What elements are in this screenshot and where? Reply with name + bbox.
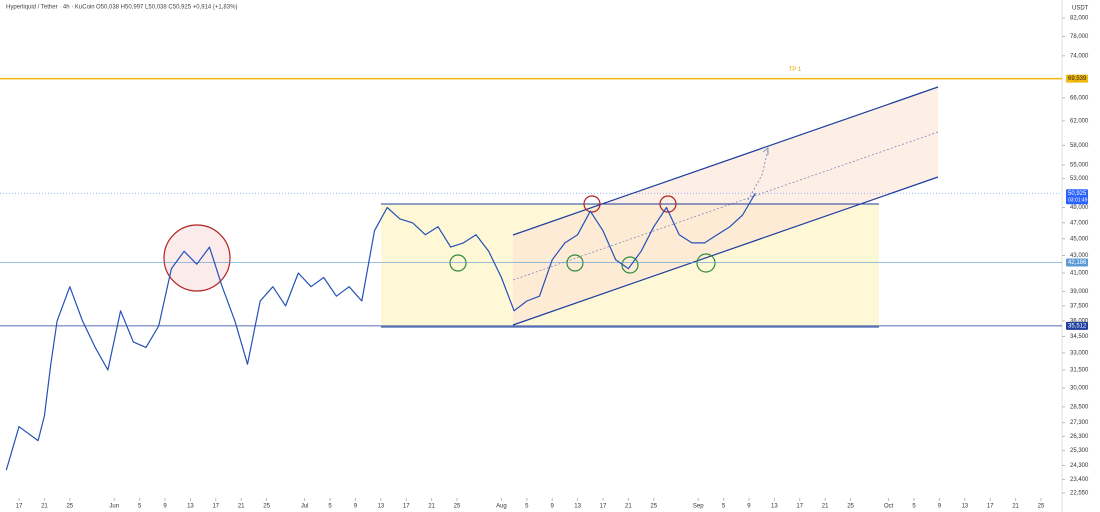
x-tick-label: Jul (301, 504, 309, 510)
channel-upper (512, 86, 939, 236)
y-tick-label: 30,000 (1070, 386, 1089, 392)
price-tag-label: 50,925 (1068, 191, 1087, 197)
x-tick-label: 9 (354, 504, 358, 510)
x-tick-label: 13 (377, 504, 384, 510)
top-circle (583, 195, 601, 213)
y-tick-label: 82,000 (1070, 16, 1089, 22)
x-tick-label: 5 (912, 504, 916, 510)
y-tick-label: 55,000 (1070, 163, 1089, 169)
x-tick-label: 25 (66, 504, 73, 510)
y-tick-label: 39,000 (1070, 289, 1089, 295)
price-tag (1066, 189, 1088, 205)
price-tag (1066, 321, 1088, 330)
drawings (163, 86, 939, 328)
y-tick-label: 36,000 (1070, 318, 1089, 324)
x-tick-label: 21 (1012, 504, 1019, 510)
y-tick-label: 24,300 (1070, 463, 1089, 469)
channel-mid (512, 131, 939, 281)
x-tick-label: 17 (987, 504, 994, 510)
channel-lower (512, 176, 939, 326)
x-tick-label: 21 (625, 504, 632, 510)
price-tag-label: 69,539 (1068, 76, 1087, 82)
x-tick-label: 25 (1038, 504, 1045, 510)
bottom-circle (449, 254, 467, 272)
x-tick-label: 13 (187, 504, 194, 510)
highlight-circle (163, 224, 231, 292)
y-tick-label: 37,500 (1070, 303, 1089, 309)
x-tick-label: 9 (551, 504, 555, 510)
unit-label: USDT (1072, 6, 1089, 12)
x-tick-label: Oct (884, 504, 894, 510)
x-tick-label: 13 (961, 504, 968, 510)
x-tick-label: Jun (109, 504, 119, 510)
y-tick-label: 26,300 (1070, 434, 1089, 440)
x-tick-label: 9 (163, 504, 167, 510)
x-tick-label: 17 (403, 504, 410, 510)
x-tick-label: 21 (41, 504, 48, 510)
x-tick-label: 17 (600, 504, 607, 510)
y-tick-label: 47,000 (1070, 220, 1089, 226)
y-tick-label: 74,000 (1070, 53, 1089, 59)
price-tag-label: 35,512 (1068, 323, 1087, 329)
arrow-head (762, 147, 769, 155)
price-line-series (5, 192, 756, 471)
y-tick-label: 22,550 (1070, 491, 1089, 497)
y-tick-label: 45,000 (1070, 236, 1089, 242)
y-tick-label: 62,000 (1070, 118, 1089, 124)
x-tick-label: 5 (138, 504, 142, 510)
symbol: Hyperliquid / Tether · 4h · KuCoin (6, 5, 95, 11)
bottom-circle (696, 253, 716, 273)
x-tick-label: 21 (428, 504, 435, 510)
projection-arrow (747, 149, 769, 201)
x-tick-label: 13 (771, 504, 778, 510)
y-tick-label: 33,000 (1070, 350, 1089, 356)
y-tick-label: 49,000 (1070, 205, 1089, 211)
y-tick-label: 25,300 (1070, 448, 1089, 454)
ohlc: O50,038 H50,997 L50,038 C50,925 +0,914 (… (96, 5, 237, 11)
x-tick-label: 9 (747, 504, 751, 510)
x-tick-label: 5 (328, 504, 332, 510)
x-tick-label: 17 (16, 504, 23, 510)
price-tag (1066, 74, 1088, 83)
y-tick-label: 58,000 (1070, 143, 1089, 149)
y-tick-label: 31,500 (1070, 368, 1089, 374)
x-tick-label: 21 (822, 504, 829, 510)
y-tick-label: 66,000 (1070, 95, 1089, 101)
price-tag-label: 42,186 (1068, 260, 1087, 266)
x-tick-label: 25 (847, 504, 854, 510)
y-tick-label: 27,300 (1070, 420, 1089, 426)
x-tick-label: 17 (796, 504, 803, 510)
x-tick-label: 21 (238, 504, 245, 510)
y-tick-label: 78,000 (1070, 34, 1089, 40)
x-tick-label: Aug (496, 504, 507, 510)
x-tick-label: 9 (938, 504, 942, 510)
x-tick-label: 25 (454, 504, 461, 510)
x-tick-label: 13 (574, 504, 581, 510)
x-tick-label: 5 (722, 504, 726, 510)
y-tick-label: 28,500 (1070, 404, 1089, 410)
y-tick-label: 43,000 (1070, 253, 1089, 259)
countdown: 03:01:49 (1068, 198, 1088, 204)
y-tick-label: 23,400 (1070, 477, 1089, 483)
x-tick-label: 5 (525, 504, 529, 510)
x-tick-label: 17 (212, 504, 219, 510)
price-tag (1066, 258, 1088, 267)
y-tick-label: 53,000 (1070, 176, 1089, 182)
x-tick-label: Sep (693, 504, 704, 510)
x-tick-label: 25 (263, 504, 270, 510)
y-tick-label: 41,000 (1070, 271, 1089, 277)
bottom-circle (621, 256, 639, 274)
x-tick-label: 25 (650, 504, 657, 510)
y-tick-label: 34,500 (1070, 334, 1089, 340)
tp-label: TP 1 (789, 67, 802, 73)
bottom-circle (566, 254, 584, 272)
